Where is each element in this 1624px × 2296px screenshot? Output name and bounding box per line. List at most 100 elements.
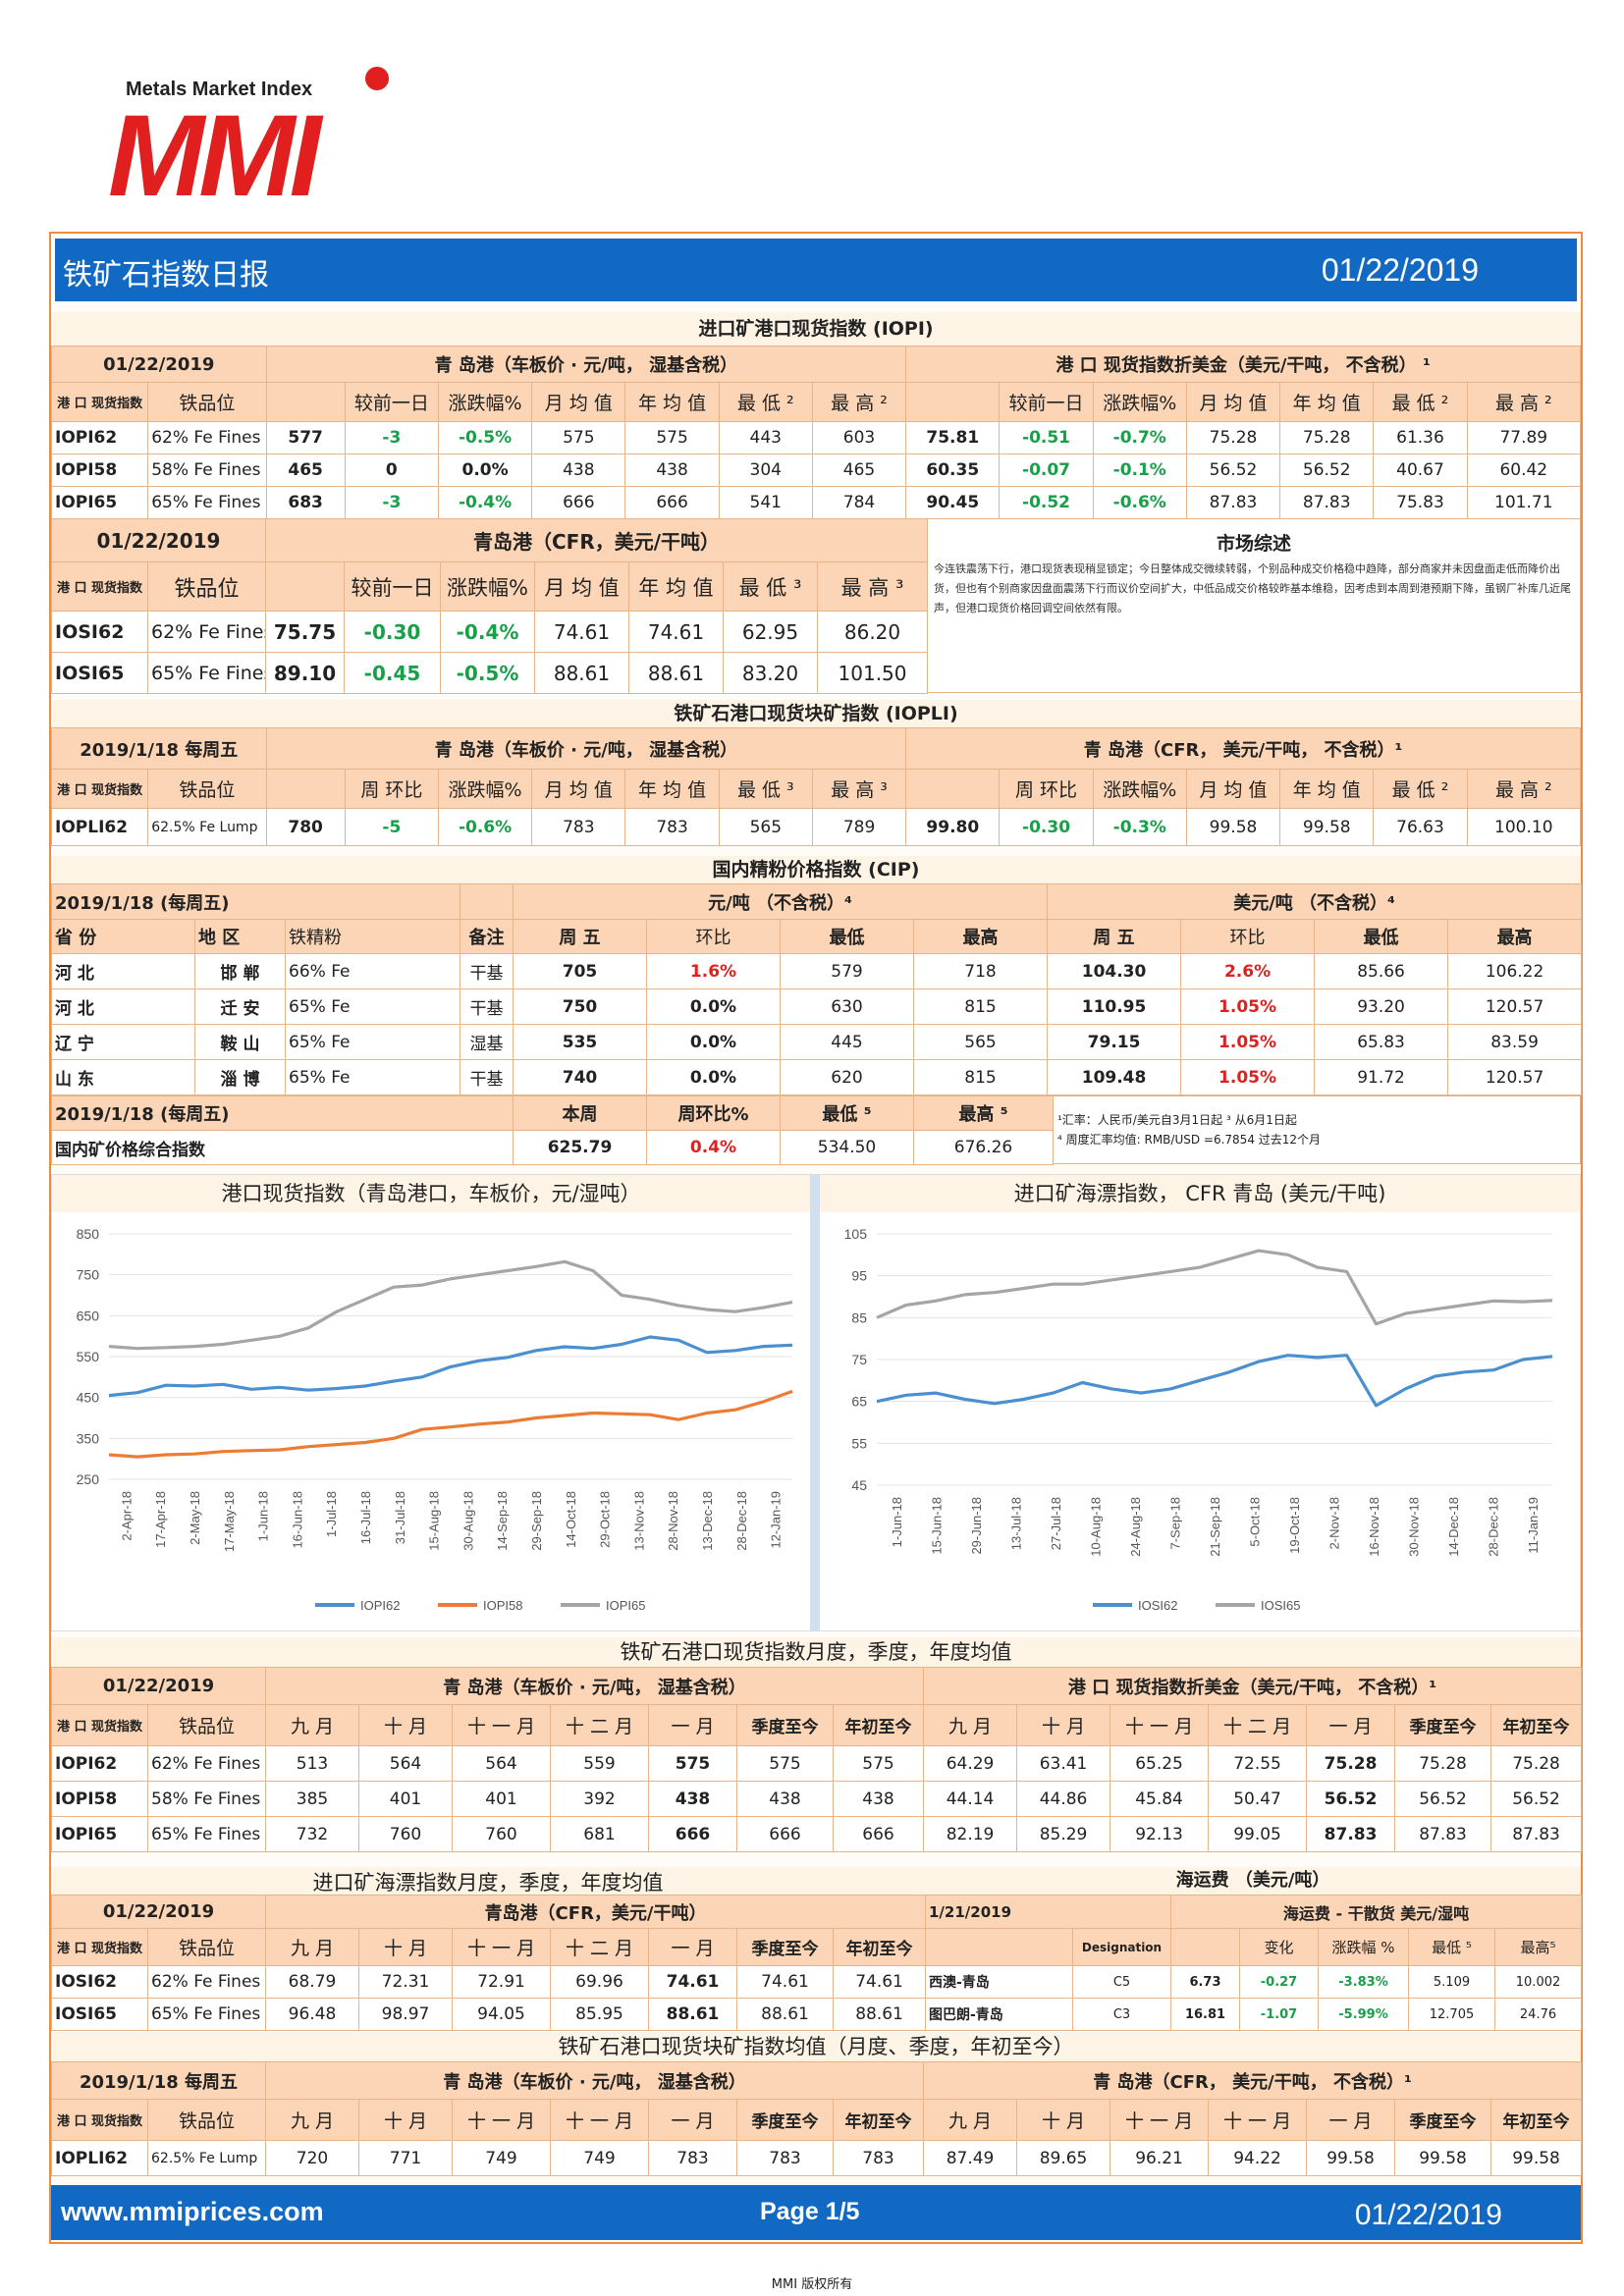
x-tick-label: 17-Apr-18 (153, 1491, 168, 1548)
usd-low: 75.83 (1373, 486, 1468, 519)
change: -0.45 (344, 652, 441, 694)
col-header: 九 月 (265, 2099, 359, 2141)
legend-label: IOPI58 (483, 1598, 522, 1613)
usd-friday-price: 79.15 (1047, 1024, 1182, 1060)
value: 98.97 (358, 1998, 453, 2031)
footer-url[interactable]: www.mmiprices.com (61, 2197, 324, 2226)
x-tick-label: 14-Oct-18 (564, 1491, 578, 1548)
col-header: 九 月 (265, 1704, 359, 1746)
col-header: 涨跌幅% (1092, 382, 1187, 422)
table-row: 辽 宁 鞍 山 65% Fe 湿基 535 0.0% 445 565 79.15… (51, 1024, 1583, 1060)
high: 10.002 (1493, 1965, 1583, 1999)
province: 辽 宁 (51, 1024, 195, 1060)
col-header: 较前一日 (344, 561, 441, 612)
change: -0.30 (344, 611, 441, 653)
change: -3 (344, 421, 439, 454)
y-tick-label: 85 (851, 1309, 867, 1325)
value: 575 (736, 1745, 834, 1782)
value: 575 (832, 1745, 925, 1782)
x-tick-label: 11-Jan-19 (1526, 1497, 1541, 1554)
usd-friday-price: 109.48 (1047, 1059, 1182, 1095)
logo-wordmark: MMI (108, 91, 321, 221)
chart2-title: 进口矿海漂指数， CFR 青岛 (美元/干吨) (820, 1175, 1580, 1212)
x-tick-label: 28-Nov-18 (666, 1491, 680, 1551)
table-row: IOSI62 62% Fe Fines 75.75 -0.30 -0.4% 74… (51, 611, 929, 653)
pct-change: 0.0% (437, 454, 533, 487)
report-title: 铁矿石指数日报 (63, 258, 269, 293)
friday-price: 740 (513, 1059, 647, 1095)
usd-change: 1.05% (1180, 1024, 1316, 1060)
usd-high: 101.71 (1466, 486, 1582, 519)
pct-change: -3.83% (1318, 1965, 1409, 1999)
month-avg: 666 (531, 486, 626, 519)
chart-divider (811, 1174, 819, 1631)
col-header: 一 月 (648, 1928, 737, 1966)
year-avg: 88.61 (628, 652, 724, 694)
col-header: 港 口 现货指数 (50, 769, 149, 809)
series-line-iopi58 (108, 1389, 793, 1459)
series-line-iopi62 (108, 1335, 793, 1398)
y-tick-label: 65 (851, 1394, 867, 1410)
y-tick-label: 75 (851, 1352, 867, 1367)
monthly-group-right: 港 口 现货指数折美金（美元/干吨， 不含税）¹ (923, 1667, 1583, 1705)
region: 迁 安 (194, 988, 286, 1025)
usd-high: 60.42 (1466, 454, 1582, 487)
iosi-monthly-table: 01/22/2019 青岛港（CFR，美元/干吨） 港 口 现货指数 铁品位 九… (51, 1895, 927, 2031)
table-row: IOPI62 62% Fe Fines 577 -3 -0.5% 575 575… (50, 421, 1582, 454)
y-tick-label: 55 (851, 1435, 867, 1451)
col-header: 十 月 (358, 1928, 453, 1966)
copyright: MMI 版权所有 (771, 2277, 853, 2292)
high: 718 (912, 953, 1049, 989)
usd-month-avg: 56.52 (1185, 454, 1281, 487)
usd-year-avg: 75.28 (1279, 421, 1375, 454)
value: 438 (832, 1781, 925, 1817)
col-header: 一 月 (648, 2099, 737, 2141)
logo-tagline: Metals Market Index (126, 79, 313, 100)
price: 577 (265, 421, 346, 454)
lump-monthly-group-left: 青 岛港（车板价 · 元/吨， 湿基含税） (264, 2061, 925, 2100)
year-avg: 666 (624, 486, 720, 519)
usd-low: 85.66 (1314, 953, 1449, 989)
value: 513 (265, 1745, 359, 1782)
table-row: 西澳-青岛 C5 6.73 -0.27 -3.83% 5.109 10.002 (925, 1965, 1583, 1999)
usd-price: 99.80 (905, 808, 1001, 846)
x-tick-label: 19-Oct-18 (1287, 1497, 1302, 1554)
low: 304 (718, 454, 813, 487)
table-row: IOPI58 58% Fe Fines 465 0 0.0% 438 438 3… (50, 454, 1582, 487)
iopi-group-right: 港 口 现货指数折美金（美元/干吨， 不含税） ¹ (905, 346, 1581, 383)
x-tick-label: 13-Jul-18 (1009, 1497, 1024, 1550)
composite-change: 0.4% (646, 1130, 781, 1165)
usd-high: 83.59 (1447, 1024, 1583, 1060)
logo-dot-icon (365, 67, 389, 90)
monthly-table: 01/22/2019 青 岛港（车板价 · 元/吨， 湿基含税） 港 口 现货指… (51, 1667, 1583, 1852)
low: 83.20 (723, 652, 818, 694)
value: 88.61 (832, 1998, 927, 2031)
col-header: 周环比% (646, 1095, 781, 1131)
value: 56.52 (1306, 1781, 1396, 1817)
col-header: 最 低 ³ (723, 561, 818, 612)
cip-section-title: 国内精粉价格指数 (CIP) (51, 856, 1581, 883)
legend-label: IOPI65 (606, 1598, 645, 1613)
y-tick-label: 750 (77, 1267, 100, 1283)
concentrate: 65% Fe (285, 988, 460, 1025)
value: 401 (452, 1781, 551, 1817)
value: 64.29 (923, 1745, 1018, 1782)
pct-change: -0.6% (437, 808, 533, 846)
chart-port-spot: 港口现货指数（青岛港口，车板价，元/湿吨） 850 750 650 550 450 350… (51, 1174, 811, 1631)
value: 749 (550, 2140, 649, 2176)
col-header: 季度至今 (736, 1928, 834, 1966)
x-tick-label: 14-Dec-18 (1446, 1497, 1461, 1557)
col-header: Designation (1072, 1928, 1171, 1966)
index-code: IOPI62 (50, 421, 149, 454)
year-avg: 783 (624, 808, 720, 846)
value: 385 (265, 1781, 359, 1817)
col-header: 周 环比 (344, 769, 439, 809)
col-header: 最 高 ³ (811, 769, 907, 809)
table-row: 图巴朗-青岛 C3 16.81 -1.07 -5.99% 12.705 24.7… (925, 1998, 1583, 2031)
freight-value: 16.81 (1170, 1998, 1240, 2031)
change: -5 (344, 808, 439, 846)
col-header: 本周 (513, 1095, 647, 1131)
table-row: IOPLI62 62.5% Fe Lump 780 -5 -0.6% 783 7… (50, 808, 1582, 846)
year-avg: 575 (624, 421, 720, 454)
legend-label: IOPI62 (360, 1598, 400, 1613)
